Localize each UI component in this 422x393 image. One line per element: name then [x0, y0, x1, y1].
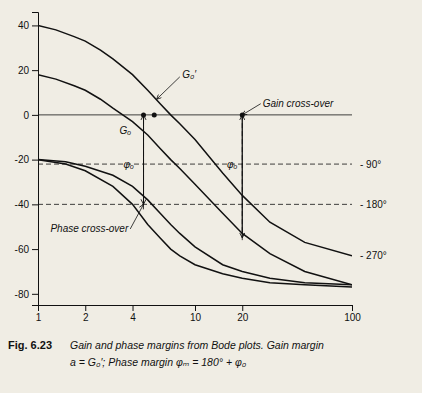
- tick-label: 4: [130, 312, 136, 323]
- tick-label: 10: [190, 312, 202, 323]
- annotations: G₀′ Gₒ φₒ φₒ Gain cross-over Phase cross-over: [50, 69, 334, 234]
- annotation: φₒ: [123, 159, 134, 170]
- tick: 100: [344, 305, 361, 323]
- tick-label: 20: [18, 65, 30, 76]
- arrow: [143, 115, 144, 202]
- tick: 40: [18, 20, 38, 31]
- arrow: [242, 115, 243, 236]
- tick-mark: [32, 204, 38, 205]
- annotation-arrow: [130, 204, 143, 229]
- tick-mark: [32, 249, 38, 250]
- tick-label: -40: [15, 199, 30, 210]
- figure-label: Fig. 6.23: [8, 339, 52, 351]
- reference-line: [38, 204, 352, 205]
- tick: -60: [15, 244, 38, 255]
- tick-mark: [32, 294, 38, 295]
- phase-label: - 180°: [360, 199, 387, 210]
- tick: 20: [18, 65, 38, 76]
- reference-line: [38, 114, 352, 115]
- tick-mark: [133, 305, 134, 311]
- annotation: Phase cross-over: [50, 223, 128, 234]
- chart: 1 2 4 10 20 100 -80 -60 -40 -20 0 20 40 G₀′ Gₒ φₒ φₒ Gain…: [0, 0, 422, 393]
- tick-label: -60: [15, 244, 30, 255]
- tick-mark: [32, 70, 38, 71]
- annotation-arrow: [242, 104, 260, 115]
- reference-line: [38, 164, 352, 165]
- curve: [38, 160, 352, 287]
- crossover-point: [141, 112, 146, 117]
- tick: 20: [237, 305, 249, 323]
- tick-mark: [85, 305, 86, 311]
- tick: 10: [190, 305, 202, 323]
- vertical-line: [242, 115, 243, 240]
- tick-mark: [32, 25, 38, 26]
- tick-label: 100: [344, 312, 361, 323]
- tick-label: 1: [36, 312, 42, 323]
- vertical-line: [143, 115, 144, 204]
- axis-line: [32, 13, 39, 306]
- annotation: φₒ: [227, 159, 238, 170]
- annotation: G₀′: [182, 69, 197, 80]
- crossover-point: [152, 112, 157, 117]
- tick-label: 40: [18, 20, 30, 31]
- phase-label: - 270°: [360, 250, 387, 261]
- curve: [38, 25, 352, 255]
- tick-label: 0: [23, 110, 29, 121]
- tick: -20: [15, 154, 38, 165]
- tick: 4: [130, 305, 136, 323]
- tick: -40: [15, 199, 38, 210]
- curve: [38, 75, 352, 285]
- caption: Gain and phase margins from Bode plots. …: [70, 339, 324, 351]
- annotation-arrow: [157, 77, 180, 99]
- tick: 1: [36, 305, 42, 323]
- x-axis: 1 2 4 10 20 100: [36, 305, 362, 323]
- tick-label: -80: [15, 289, 30, 300]
- axis-line: [39, 306, 353, 312]
- tick-label: 20: [237, 312, 249, 323]
- annotation: Gain cross-over: [263, 98, 334, 109]
- tick: 2: [83, 305, 89, 323]
- tick-mark: [32, 115, 38, 116]
- tick-mark: [32, 160, 38, 161]
- tick-mark: [195, 305, 196, 311]
- tick-label: -20: [15, 154, 30, 165]
- tick-mark: [242, 305, 243, 311]
- tick: 0: [23, 110, 38, 121]
- tick-mark: [352, 305, 353, 311]
- tick: -80: [15, 289, 38, 300]
- tick-label: 2: [83, 312, 89, 323]
- curve: [38, 160, 352, 285]
- annotation: Gₒ: [119, 125, 131, 136]
- plot-area: [38, 25, 352, 287]
- y-axis: -80 -60 -40 -20 0 20 40: [15, 13, 39, 306]
- phase-label: - 90°: [360, 159, 381, 170]
- caption: a = G₀′; Phase margin φₘ = 180° + φ₀: [70, 356, 247, 368]
- background: [0, 0, 422, 393]
